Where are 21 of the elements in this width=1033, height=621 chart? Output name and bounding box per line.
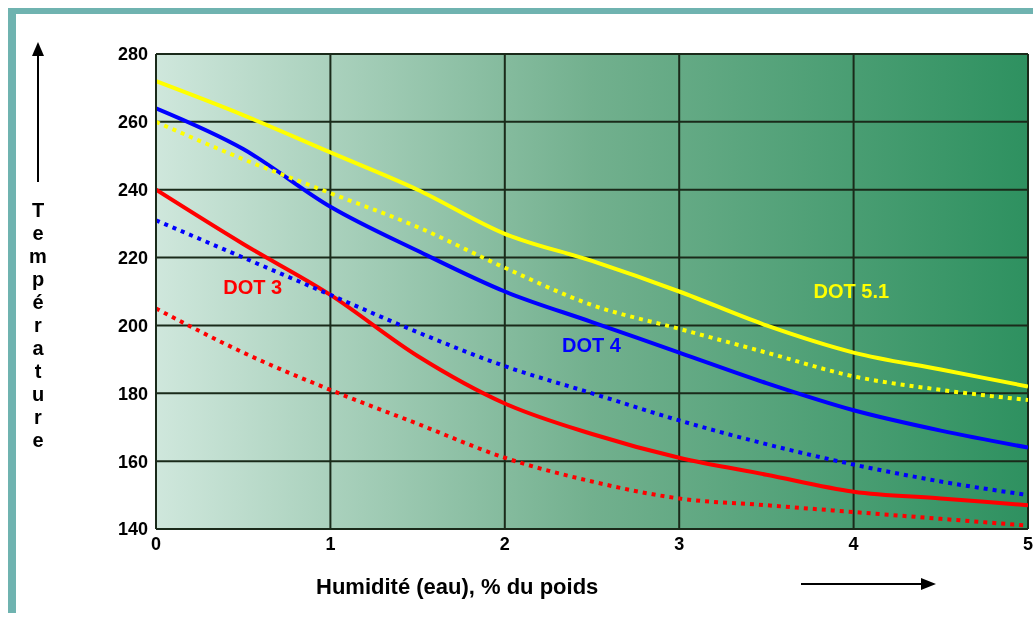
- y-tick-label: 200: [117, 315, 148, 336]
- y-axis-title: Température: [26, 199, 49, 452]
- x-axis-title: Humidité (eau), % du poids: [316, 574, 599, 600]
- y-tick-label: 160: [117, 451, 148, 472]
- line-series: [156, 79, 1028, 389]
- x-tick-label: 2: [499, 533, 510, 554]
- x-tick-label: 4: [848, 533, 859, 554]
- y-tick-label: 140: [117, 519, 148, 540]
- x-tick-label: 3: [674, 533, 685, 554]
- y-tick-label: 180: [117, 383, 148, 404]
- x-tick-label: 0: [150, 533, 162, 554]
- y-tick-label: 240: [117, 180, 148, 201]
- series-label: DOT 4: [562, 334, 622, 357]
- y-tick-label: 220: [117, 247, 148, 268]
- series-label: DOT 3: [223, 276, 283, 298]
- x-tick-label: 5: [1022, 533, 1033, 554]
- x-tick-label: 1: [325, 533, 336, 554]
- y-tick-label: 280: [117, 44, 148, 65]
- y-tick-label: 260: [117, 112, 148, 133]
- line-series: [156, 119, 1028, 403]
- line-series: [156, 106, 1028, 450]
